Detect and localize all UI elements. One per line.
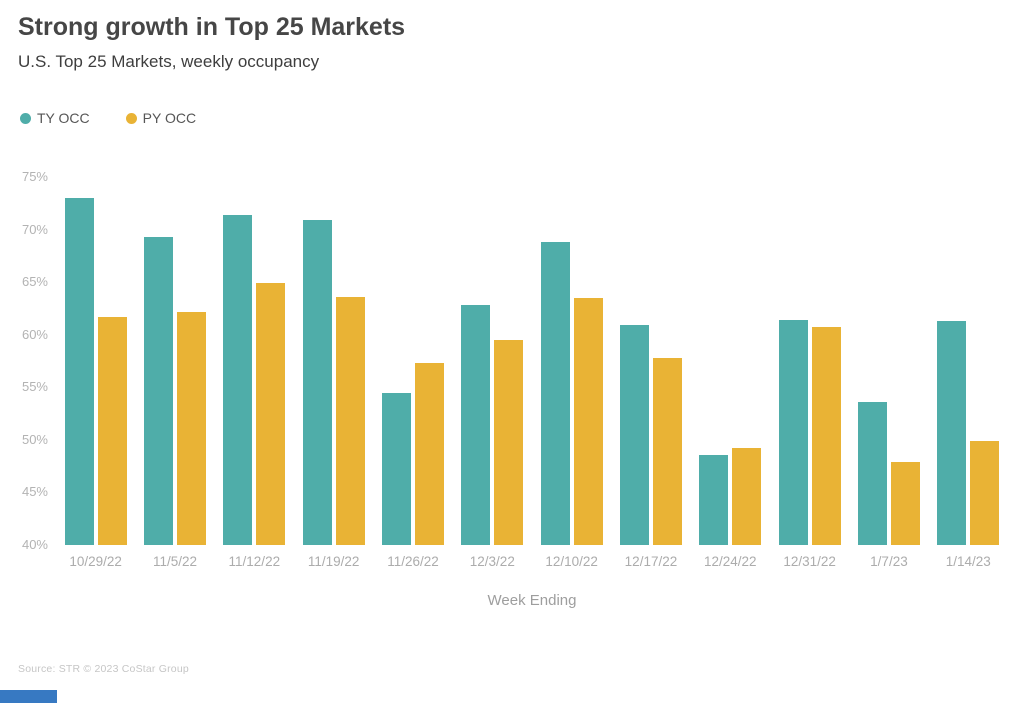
bar-py-occ: [335, 296, 365, 545]
bar-group: 11/19/22: [294, 177, 373, 569]
bar-group: 12/3/22: [453, 177, 532, 569]
bar-ty-occ: [699, 454, 729, 545]
bar-py-occ: [97, 316, 127, 545]
y-axis-tick-label: 50%: [21, 431, 48, 447]
x-axis-tick-label: 1/14/23: [945, 554, 991, 569]
plot-area: 10/29/22 11/5/22 11/12/22 11/19/22 11/26/22 1…: [56, 177, 1008, 569]
bar-group: 12/17/22: [611, 177, 690, 569]
bar-group: 12/24/22: [691, 177, 770, 569]
x-axis-tick-label: 12/3/22: [469, 554, 515, 569]
bar-ty-occ: [381, 392, 411, 545]
bar-group: 12/31/22: [770, 177, 849, 569]
legend-dot-icon: [20, 112, 31, 124]
legend-label: PY OCC: [142, 110, 197, 126]
x-axis-tick-label: 12/31/22: [783, 554, 836, 569]
bar-py-occ: [811, 327, 841, 545]
bar-ty-occ: [461, 305, 491, 545]
bar-py-occ: [256, 283, 286, 545]
x-axis-tick-label: 12/24/22: [704, 554, 757, 569]
bar-group: 1/14/23: [929, 177, 1008, 569]
chart-subtitle: U.S. Top 25 Markets, weekly occupancy: [18, 52, 320, 71]
bar-ty-occ: [223, 214, 253, 545]
bar-group: 1/7/23: [849, 177, 928, 569]
legend-item-ty: TY OCC: [20, 110, 90, 126]
bar-ty-occ: [937, 321, 967, 545]
source-note: Source: STR © 2023 CoStar Group: [18, 663, 189, 675]
x-axis-tick-label: 11/19/22: [307, 554, 360, 569]
bar-py-occ: [176, 311, 206, 545]
y-axis-tick-label: 60%: [21, 326, 48, 342]
bar-py-occ: [652, 357, 682, 545]
x-axis-tick-label: 10/29/22: [69, 554, 122, 569]
bar-ty-occ: [619, 325, 649, 545]
legend-label: TY OCC: [37, 110, 90, 126]
occupancy-bar-chart: 75% 70% 65% 60% 55% 50% 45% 40% 10/29/22 11/5/22…: [0, 169, 1024, 569]
bar-py-occ: [494, 339, 524, 545]
x-axis-tick-label: 12/17/22: [624, 554, 678, 569]
y-axis-tick-label: 55%: [21, 379, 48, 395]
legend-dot-icon: [125, 112, 137, 124]
bar-ty-occ: [540, 242, 570, 545]
x-axis-title: Week Ending: [487, 592, 577, 609]
bar-py-occ: [414, 363, 444, 545]
bar-group: 12/10/22: [532, 177, 611, 569]
bar-group: 11/26/22: [373, 177, 452, 569]
brand-strip: [0, 690, 57, 703]
bar-py-occ: [732, 448, 762, 545]
y-axis-tick-label: 75%: [21, 169, 48, 184]
y-axis-tick-label: 70%: [21, 221, 48, 237]
bar-group: 11/12/22: [215, 177, 294, 569]
bar-py-occ: [573, 297, 603, 545]
x-axis-tick-label: 12/10/22: [545, 554, 598, 569]
y-axis: 75% 70% 65% 60% 55% 50% 45% 40%: [16, 169, 48, 552]
x-axis-tick-label: 1/7/23: [870, 554, 908, 569]
bar-ty-occ: [143, 236, 173, 545]
x-axis-tick-label: 11/26/22: [387, 554, 439, 569]
bar-py-occ: [890, 461, 920, 545]
bar-group: 11/5/22: [135, 177, 214, 569]
bar-ty-occ: [857, 402, 887, 545]
page-title: Strong growth in Top 25 Markets: [18, 13, 406, 41]
legend: TY OCC PY OCC: [20, 110, 196, 126]
bar-ty-occ: [302, 220, 332, 545]
y-axis-tick-label: 45%: [21, 484, 48, 500]
bar-ty-occ: [64, 198, 94, 545]
bar-py-occ: [970, 440, 1000, 545]
legend-item-py: PY OCC: [125, 110, 197, 126]
bar-group: 10/29/22: [56, 177, 135, 569]
y-axis-tick-label: 40%: [21, 537, 48, 552]
bar-ty-occ: [778, 320, 808, 545]
y-axis-tick-label: 65%: [21, 274, 48, 290]
x-axis-tick-label: 11/5/22: [152, 554, 198, 569]
x-axis-tick-label: 11/12/22: [228, 554, 281, 569]
